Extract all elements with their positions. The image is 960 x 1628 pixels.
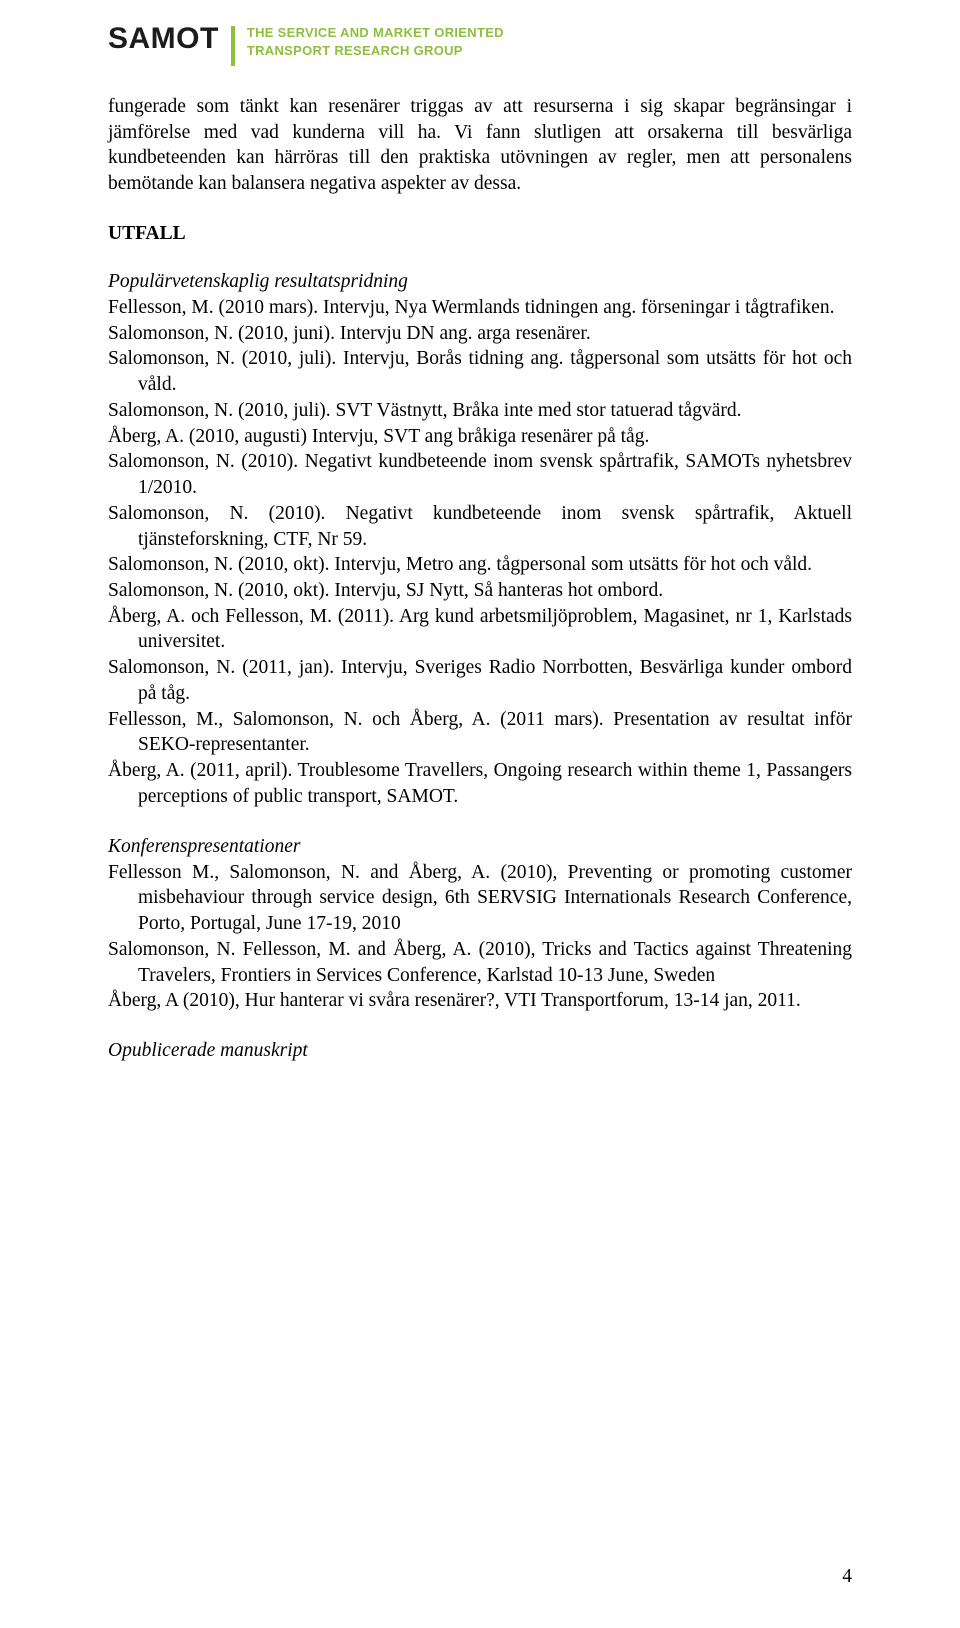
- conf-refs-list: Fellesson M., Salomonson, N. and Åberg, …: [108, 860, 852, 1014]
- reference-entry: Salomonson, N. Fellesson, M. and Åberg, …: [108, 937, 852, 988]
- reference-entry: Salomonson, N. (2010, juni). Intervju DN…: [108, 321, 852, 347]
- reference-entry: Åberg, A. (2010, augusti) Intervju, SVT …: [108, 424, 852, 450]
- reference-entry: Fellesson M., Salomonson, N. and Åberg, …: [108, 860, 852, 937]
- reference-entry: Salomonson, N. (2011, jan). Intervju, Sv…: [108, 655, 852, 706]
- reference-entry: Salomonson, N. (2010). Negativt kundbete…: [108, 501, 852, 552]
- pop-refs-list: Fellesson, M. (2010 mars). Intervju, Nya…: [108, 295, 852, 810]
- logo-tagline: THE SERVICE AND MARKET ORIENTED TRANSPOR…: [247, 24, 504, 59]
- logo-mark: SAMOT: [108, 24, 219, 54]
- reference-entry: Åberg, A. och Fellesson, M. (2011). Arg …: [108, 604, 852, 655]
- logo-header: SAMOT THE SERVICE AND MARKET ORIENTED TR…: [108, 24, 852, 66]
- intro-paragraph: fungerade som tänkt kan resenärer trigga…: [108, 94, 852, 197]
- reference-entry: Fellesson, M. (2010 mars). Intervju, Nya…: [108, 295, 852, 321]
- page-number: 4: [842, 1566, 852, 1588]
- utfall-heading: UTFALL: [108, 223, 852, 245]
- logo-tagline-line2: TRANSPORT RESEARCH GROUP: [247, 43, 463, 58]
- reference-entry: Salomonson, N. (2010). Negativt kundbete…: [108, 449, 852, 500]
- reference-entry: Åberg, A (2010), Hur hanterar vi svåra r…: [108, 988, 852, 1014]
- reference-entry: Åberg, A. (2011, april). Troublesome Tra…: [108, 758, 852, 809]
- unpub-subheading: Opublicerade manuskript: [108, 1040, 852, 1062]
- reference-entry: Salomonson, N. (2010, okt). Intervju, SJ…: [108, 578, 852, 604]
- document-page: SAMOT THE SERVICE AND MARKET ORIENTED TR…: [0, 0, 960, 1628]
- conf-subheading: Konferenspresentationer: [108, 836, 852, 858]
- reference-entry: Salomonson, N. (2010, okt). Intervju, Me…: [108, 552, 852, 578]
- pop-subheading: Populärvetenskaplig resultatspridning: [108, 271, 852, 293]
- reference-entry: Salomonson, N. (2010, juli). SVT Västnyt…: [108, 398, 852, 424]
- logo-divider: [231, 26, 235, 66]
- reference-entry: Salomonson, N. (2010, juli). Intervju, B…: [108, 346, 852, 397]
- reference-entry: Fellesson, M., Salomonson, N. och Åberg,…: [108, 707, 852, 758]
- logo-tagline-line1: THE SERVICE AND MARKET ORIENTED: [247, 25, 504, 40]
